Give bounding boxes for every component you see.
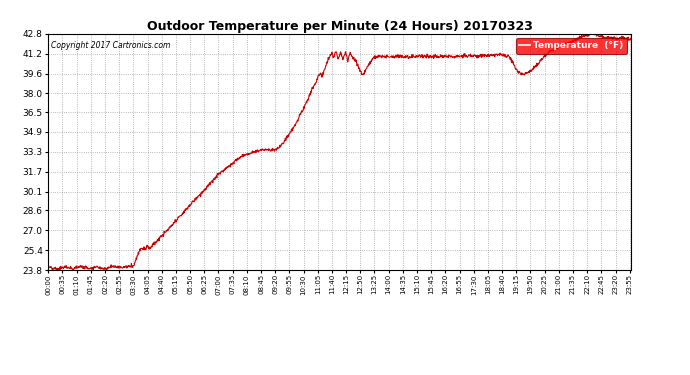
Legend: Temperature  (°F): Temperature (°F) <box>516 38 627 54</box>
Text: Copyright 2017 Cartronics.com: Copyright 2017 Cartronics.com <box>51 41 170 50</box>
Title: Outdoor Temperature per Minute (24 Hours) 20170323: Outdoor Temperature per Minute (24 Hours… <box>147 20 533 33</box>
